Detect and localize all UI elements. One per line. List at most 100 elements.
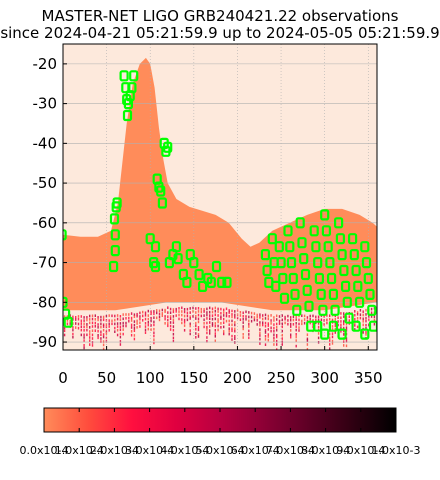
probability-pixel — [298, 326, 300, 329]
probability-pixel — [315, 315, 317, 319]
probability-pixel — [236, 309, 239, 312]
probability-pixel — [206, 336, 208, 339]
probability-pixel — [365, 323, 367, 327]
probability-pixel — [86, 323, 88, 326]
probability-pixel — [167, 324, 169, 328]
observed-field — [145, 233, 155, 245]
probability-pixel — [262, 314, 264, 317]
probability-pixel — [298, 318, 300, 322]
probability-pixel — [153, 327, 155, 331]
probability-pixel — [211, 322, 214, 325]
probability-pixel — [89, 343, 91, 346]
probability-pixel — [195, 314, 197, 318]
observed-field — [302, 284, 312, 296]
observed-field — [278, 272, 288, 285]
probability-pixel — [72, 328, 74, 332]
observed-field — [110, 245, 120, 257]
probability-pixel — [172, 332, 175, 336]
observed-field — [353, 280, 363, 292]
probability-pixel — [136, 314, 138, 318]
probability-pixel — [86, 325, 88, 329]
probability-pixel — [270, 314, 272, 317]
probability-pixel — [206, 313, 208, 317]
probability-pixel — [144, 314, 147, 317]
colorbar-tick-label: 9.0x10-4 — [336, 444, 385, 457]
probability-pixel — [91, 337, 94, 340]
probability-pixel — [259, 337, 261, 341]
probability-pixel — [295, 328, 297, 332]
probability-pixel — [242, 325, 244, 328]
observed-field — [121, 82, 131, 94]
probability-pixel — [203, 310, 205, 313]
probability-pixel — [116, 317, 119, 321]
probability-pixel — [153, 316, 155, 319]
probability-pixel — [97, 326, 99, 329]
observed-field — [198, 280, 208, 292]
probability-pixel — [181, 313, 183, 317]
probability-pixel — [228, 332, 230, 336]
probability-pixel — [150, 316, 152, 320]
colorbar-tick-label: 3.0x10-4 — [125, 444, 174, 457]
probability-pixel — [301, 322, 303, 326]
probability-pixel — [362, 317, 364, 321]
probability-pixel — [301, 319, 303, 323]
probability-pixel — [72, 315, 74, 319]
observed-field — [119, 70, 129, 82]
observed-field — [348, 233, 358, 245]
observed-fields — [63, 70, 377, 340]
probability-pixel — [276, 322, 278, 326]
probability-pixel — [195, 324, 197, 328]
probability-pixel — [144, 325, 147, 328]
observed-field — [109, 213, 120, 225]
probability-pixel — [206, 331, 208, 335]
probability-pixel — [181, 321, 183, 325]
probability-pixel — [267, 324, 269, 327]
probability-pixel — [264, 321, 267, 325]
probability-pixel — [295, 325, 297, 328]
probability-pixel — [223, 314, 225, 317]
probability-pixel — [200, 314, 202, 318]
probability-pixel — [228, 323, 230, 326]
probability-pixel — [130, 333, 133, 337]
probability-pixel — [295, 339, 297, 342]
probability-pixel — [373, 318, 376, 322]
colorbar-tick-label: 7.0x10-4 — [266, 444, 315, 457]
probability-pixel — [281, 314, 283, 317]
probability-pixel — [66, 319, 69, 322]
probability-pixel — [225, 319, 228, 323]
probability-pixel — [211, 314, 214, 317]
probability-pixel — [83, 339, 85, 342]
probability-pixel — [133, 337, 136, 341]
probability-pixel — [234, 313, 236, 317]
probability-pixel — [102, 315, 105, 319]
probability-pixel — [248, 311, 250, 314]
probability-pixel — [248, 329, 250, 333]
probability-pixel — [306, 333, 309, 336]
probability-pixel — [209, 332, 211, 335]
probability-pixel — [345, 337, 348, 340]
probability-pixel — [231, 323, 233, 327]
probability-pixel — [122, 317, 124, 321]
probability-pixel — [256, 319, 258, 322]
probability-pixel — [153, 331, 155, 335]
probability-pixel — [276, 340, 278, 343]
probability-pixel — [217, 314, 219, 317]
probability-pixel — [329, 343, 331, 346]
probability-pixel — [267, 314, 269, 318]
probability-pixel — [267, 333, 269, 336]
probability-pixel — [273, 343, 275, 346]
probability-pixel — [114, 322, 116, 326]
probability-pixel — [264, 343, 267, 346]
probability-pixel — [228, 315, 230, 318]
probability-pixel — [284, 315, 286, 319]
probability-pixel — [292, 318, 295, 322]
probability-pixel — [83, 329, 85, 332]
observed-field — [349, 249, 359, 261]
probability-pixel — [197, 328, 200, 332]
probability-pixel — [217, 310, 219, 313]
probability-pixel — [256, 323, 258, 326]
probability-pixel — [75, 326, 77, 329]
probability-pixel — [75, 318, 77, 321]
probability-pixel — [116, 325, 119, 328]
probability-pixel — [72, 318, 74, 321]
